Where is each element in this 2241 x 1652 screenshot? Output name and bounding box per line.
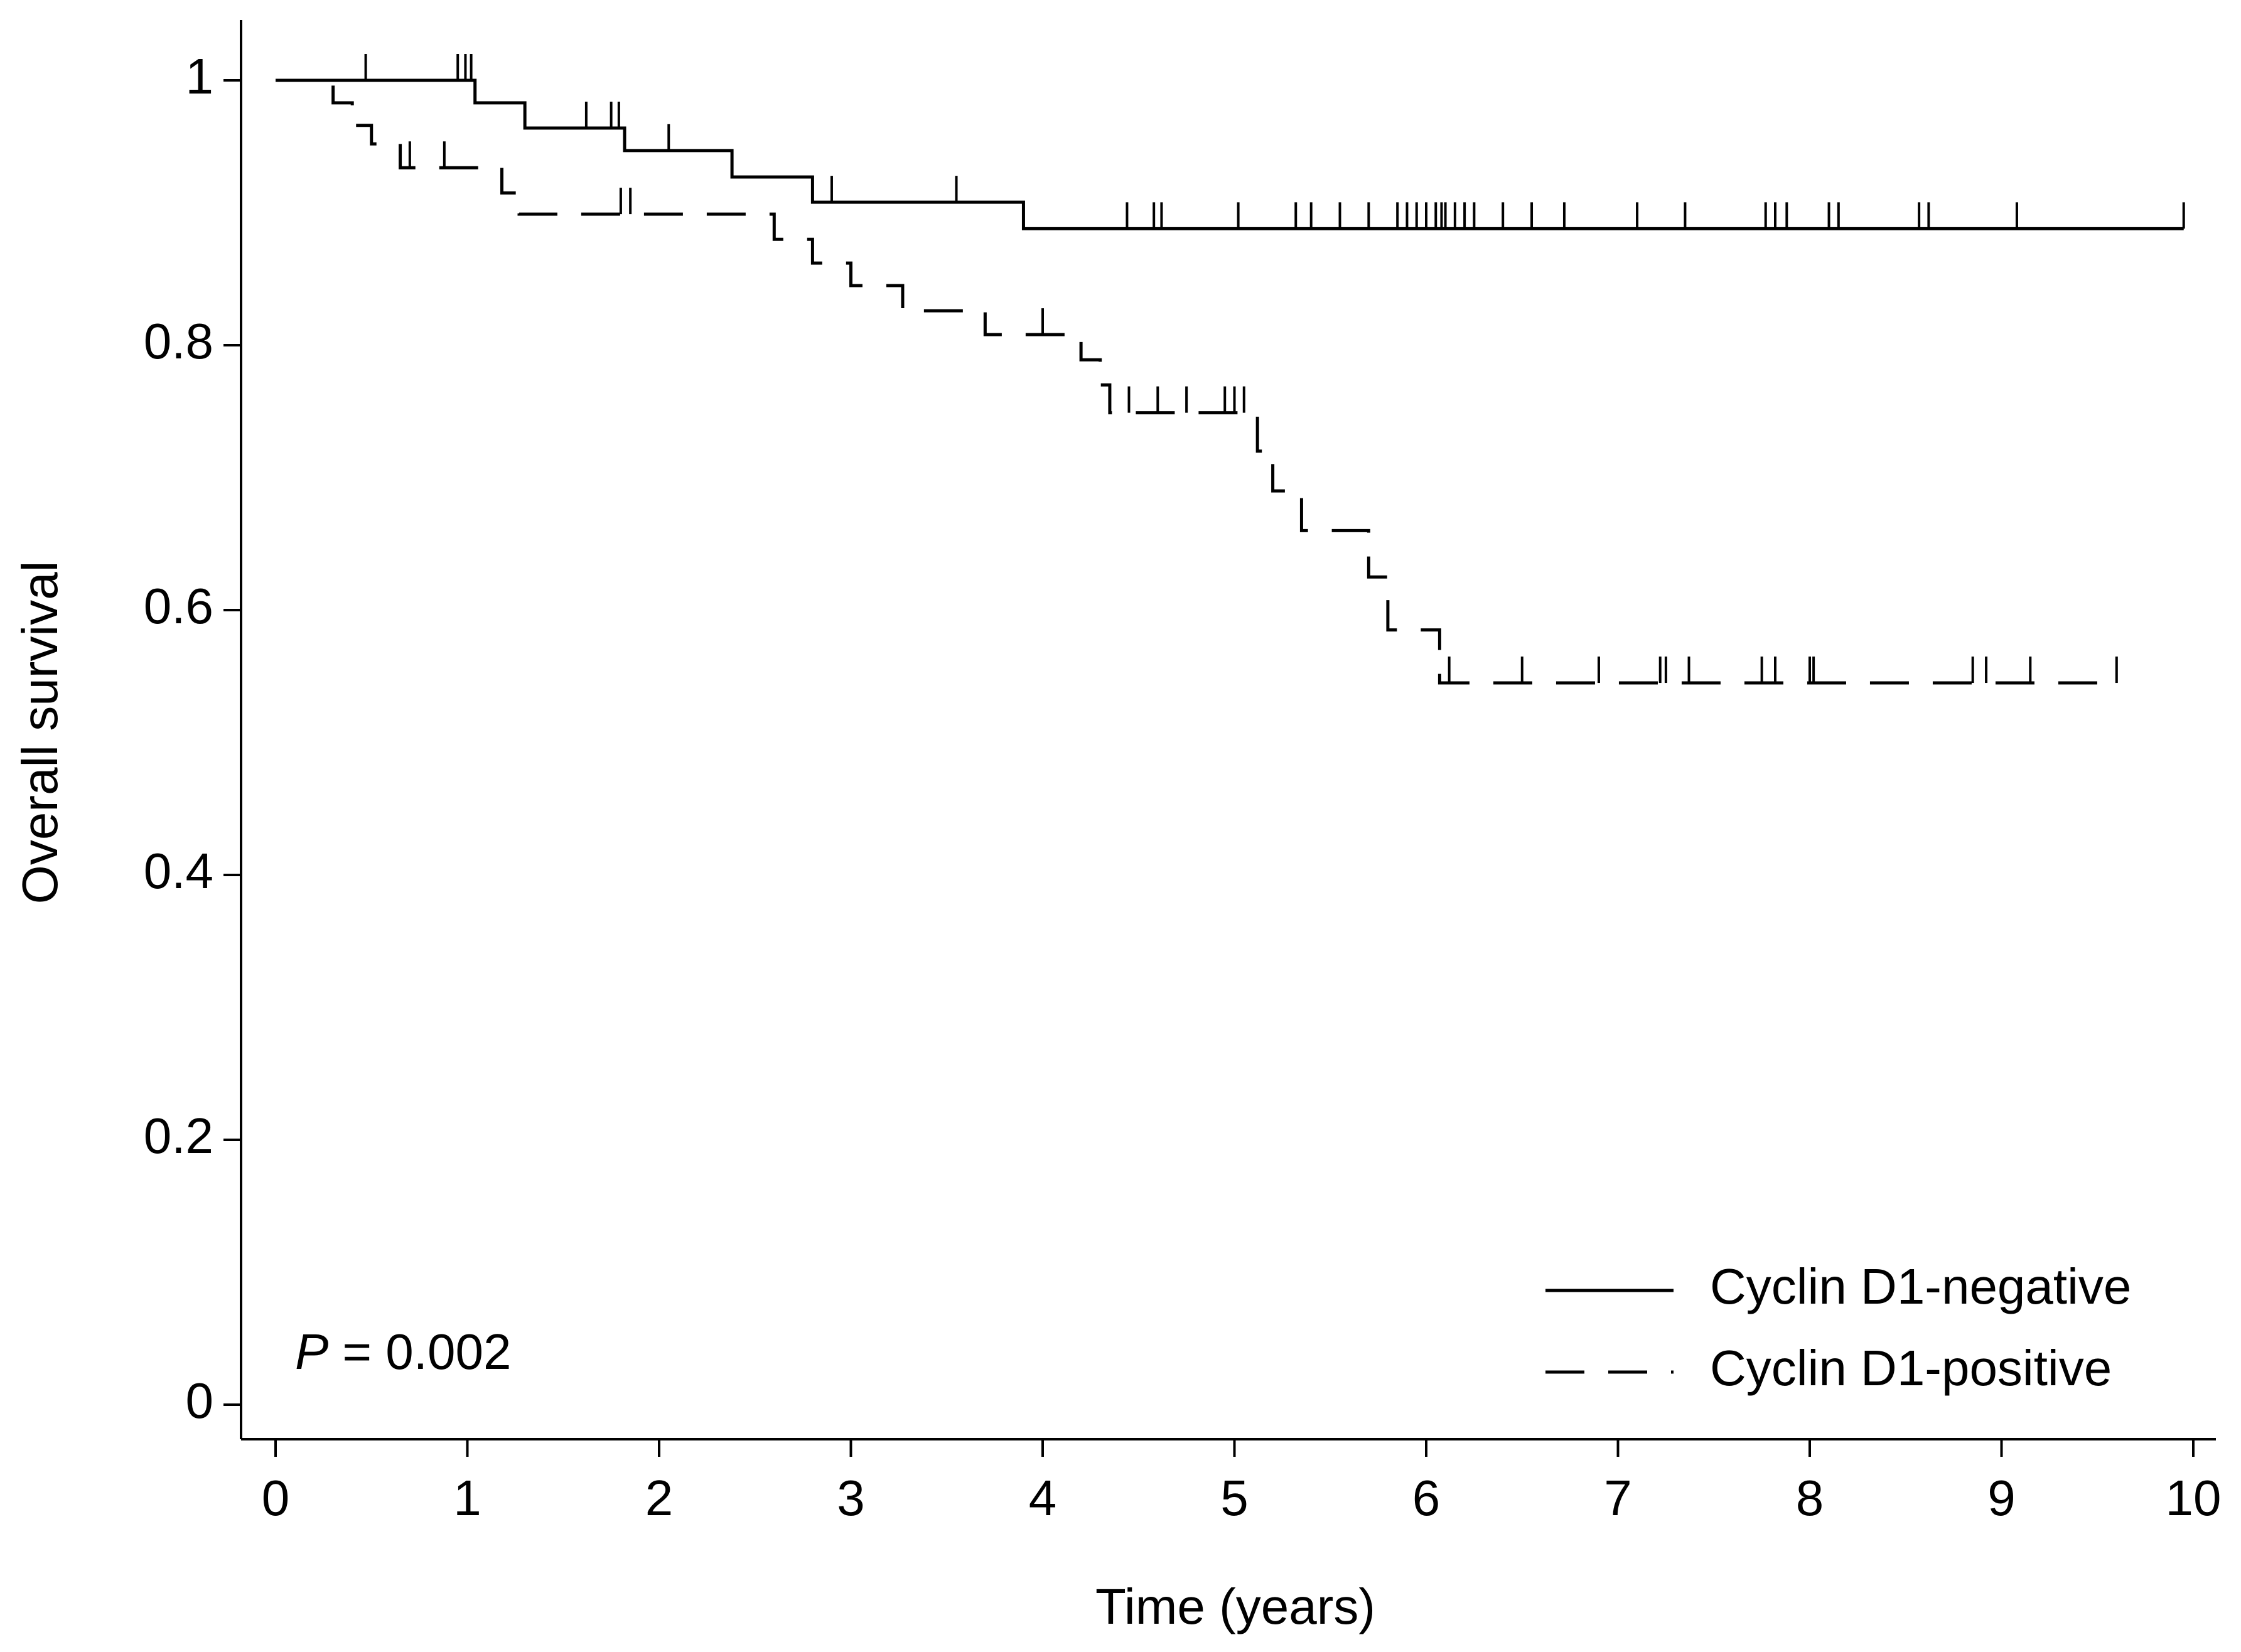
y-tick-label: 0 [186,1373,214,1429]
x-tick-label: 7 [1604,1470,1632,1526]
survival-curve [276,78,2117,685]
y-tick-label: 1 [186,48,214,104]
x-tick-label: 2 [645,1470,674,1526]
x-tick-label: 8 [1796,1470,1824,1526]
p-text: = 0.002 [342,1324,511,1380]
legend-label: Cyclin D1-negative [1710,1258,2131,1314]
x-tick-label: 1 [453,1470,481,1526]
legend-label: Cyclin D1-positive [1710,1340,2112,1396]
x-tick-label: 9 [1987,1470,2016,1526]
y-tick-label: 0.8 [144,313,213,369]
x-tick-label: 3 [837,1470,865,1526]
x-tick-label: 0 [262,1470,290,1526]
x-axis-title: Time (years) [1095,1579,1375,1634]
x-tick-label: 4 [1029,1470,1057,1526]
survival-curve [276,78,2184,230]
y-tick-label: 0.4 [144,843,213,899]
p-symbol: P [295,1324,328,1380]
y-axis-title: Overall survival [12,561,68,904]
y-tick-label: 0.6 [144,578,213,634]
x-tick-label: 10 [2166,1470,2222,1526]
p-value: P = 0.002 [295,1324,512,1380]
x-tick-label: 6 [1412,1470,1441,1526]
x-tick-label: 5 [1220,1470,1249,1526]
y-tick-label: 0.2 [144,1108,213,1164]
